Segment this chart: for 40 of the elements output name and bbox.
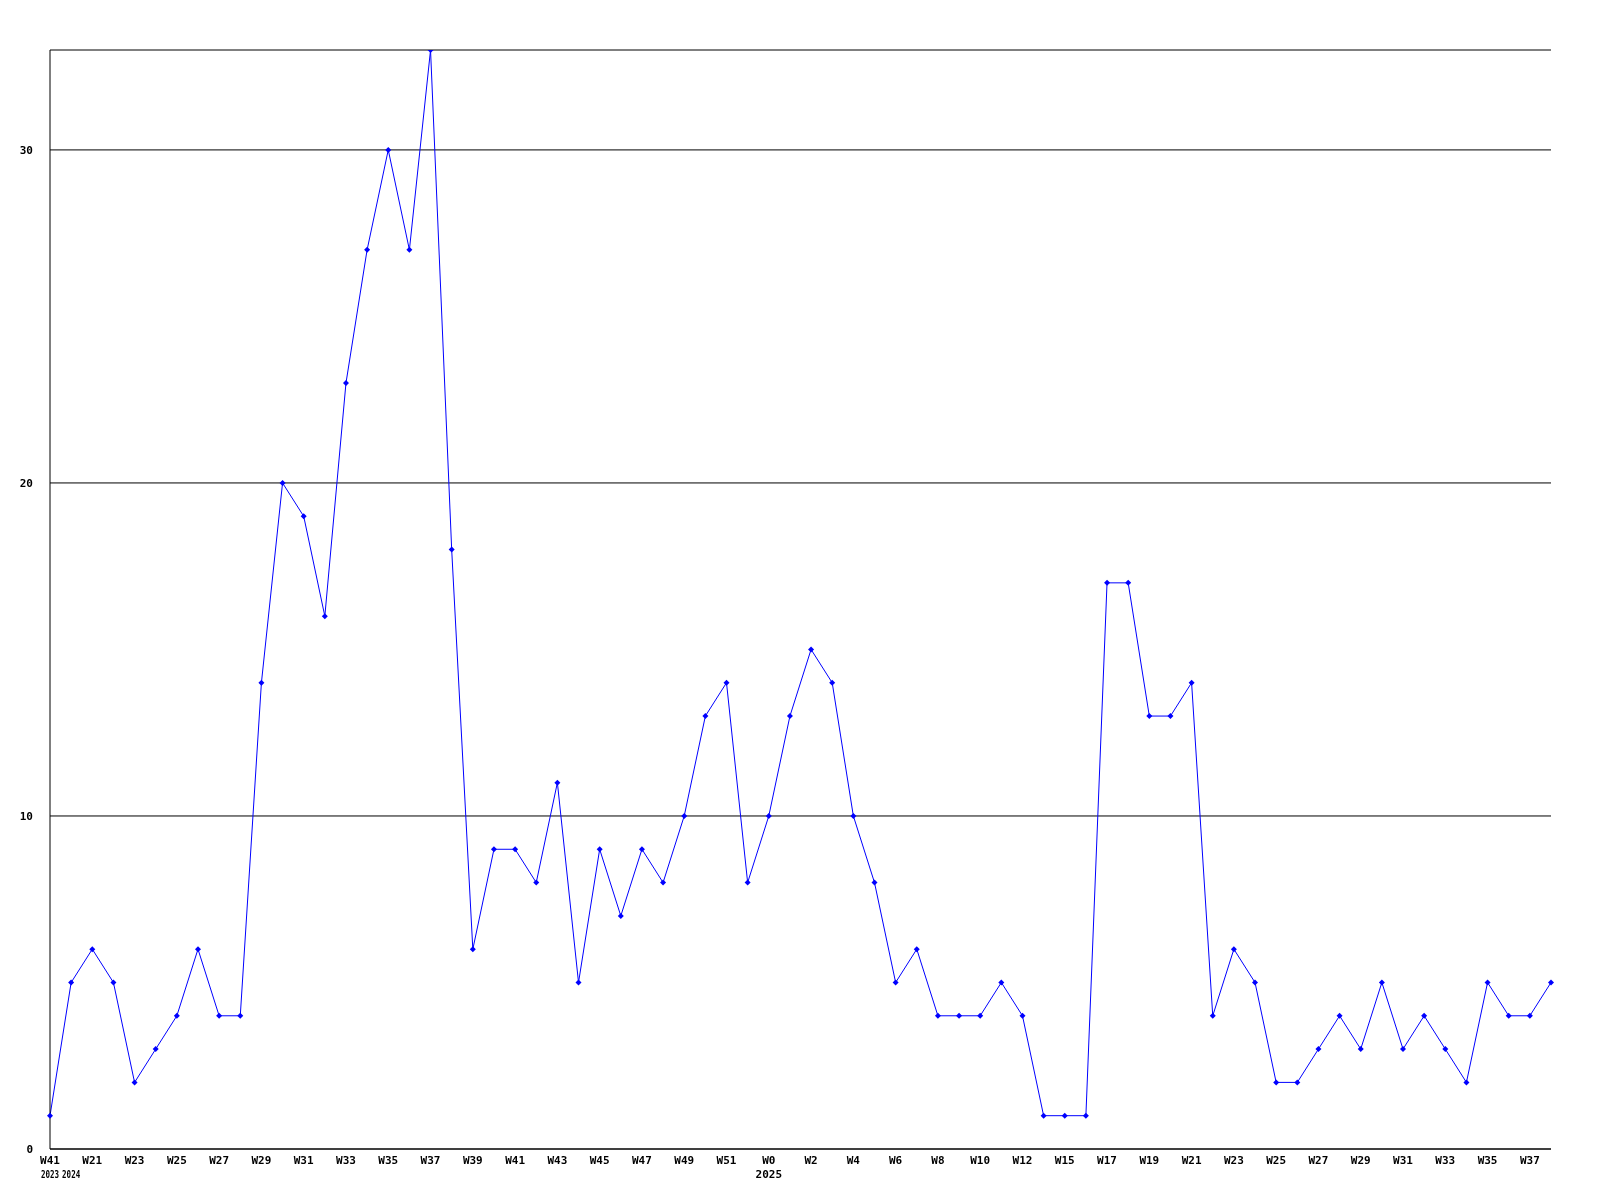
x-tick-label: W29: [1350, 1154, 1371, 1167]
x-tick-label: W35: [378, 1154, 399, 1167]
x-tick-label: W17: [1097, 1154, 1117, 1167]
y-tick-label: 30: [19, 143, 33, 157]
x-tick-label: W37: [1519, 1154, 1540, 1167]
x-tick-label: W23: [1223, 1154, 1244, 1167]
x-tick-label: W8: [931, 1154, 945, 1167]
x-tick-label: W6: [889, 1154, 903, 1167]
x-tick-label: W29: [251, 1154, 272, 1167]
y-tick-label: 10: [19, 809, 33, 823]
x-tick-label: W21: [1181, 1154, 1202, 1167]
x-tick-label: W15: [1054, 1154, 1075, 1167]
x-tick-label: W0 2025: [755, 1154, 783, 1181]
x-tick-label: W4: [846, 1154, 861, 1167]
x-tick-label: W25: [1266, 1154, 1287, 1167]
x-tick-label: W23: [124, 1154, 145, 1167]
x-tick-label: W43: [547, 1154, 568, 1167]
x-tick-label: W10: [970, 1154, 991, 1167]
x-tick-label: W31: [293, 1154, 314, 1167]
x-tick-label: W47: [632, 1154, 652, 1167]
x-tick-label: W27: [209, 1154, 230, 1167]
x-tick-label: W25: [166, 1154, 187, 1167]
x-tick-label: W31: [1393, 1154, 1414, 1167]
x-tick-label: W21: [82, 1154, 103, 1167]
x-tick-label: W51: [716, 1154, 737, 1167]
y-tick-label: 0: [26, 1142, 33, 1156]
x-tick-label: W37: [420, 1154, 441, 1167]
y-tick-label: 20: [19, 476, 33, 490]
x-tick-label: W27: [1308, 1154, 1329, 1167]
x-tick-label: W41: [505, 1154, 526, 1167]
x-tick-label: W45: [589, 1154, 610, 1167]
x-tick-label: W33: [336, 1154, 356, 1167]
x-tick-label: W2: [804, 1154, 818, 1167]
x-tick-label: W19: [1139, 1154, 1160, 1167]
x-tick-label: 2024: [62, 1168, 89, 1181]
x-tick-label: W33: [1435, 1154, 1456, 1167]
x-tick-label: W49: [674, 1154, 695, 1167]
x-tick-label: W35: [1477, 1154, 1498, 1167]
x-tick-label: W12: [1012, 1154, 1033, 1167]
x-tick-label: W39: [462, 1154, 483, 1167]
